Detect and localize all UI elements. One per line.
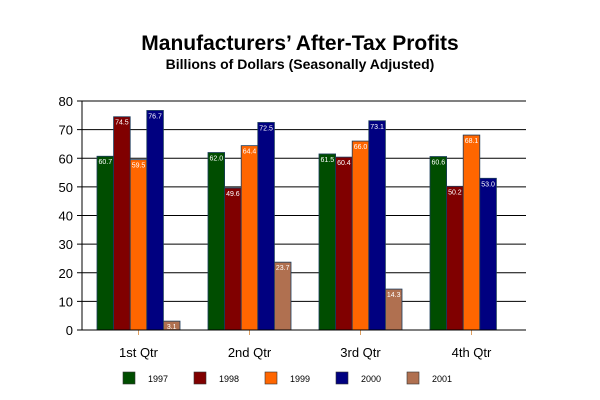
bar bbox=[207, 152, 226, 331]
data-label: 59.5 bbox=[132, 163, 146, 170]
y-tick-label: 50 bbox=[59, 180, 73, 195]
legend-label: 2001 bbox=[432, 374, 452, 384]
legend-swatch bbox=[122, 371, 136, 385]
bar bbox=[479, 177, 497, 331]
data-label: 14.3 bbox=[387, 292, 401, 299]
y-tick-label: 40 bbox=[59, 209, 73, 224]
chart-title: Manufacturers’ After-Tax Profits bbox=[141, 32, 459, 55]
legend: 1997 1998 1999 2000 2001 bbox=[122, 371, 452, 385]
legend-label: 2000 bbox=[361, 374, 381, 384]
data-label: 72.5 bbox=[259, 125, 273, 132]
bar bbox=[240, 145, 259, 331]
bar bbox=[273, 261, 292, 331]
data-label: 50.2 bbox=[448, 189, 462, 196]
legend-label: 1997 bbox=[148, 374, 168, 384]
bar bbox=[351, 140, 370, 331]
bar bbox=[318, 153, 337, 331]
legend-swatch bbox=[335, 371, 349, 385]
data-label: 3.1 bbox=[167, 324, 177, 331]
data-label: 62.0 bbox=[209, 156, 223, 163]
y-tick-label: 0 bbox=[66, 323, 73, 338]
x-tick-label: 1st Qtr bbox=[119, 345, 159, 360]
bar bbox=[146, 110, 164, 331]
y-tick-label: 70 bbox=[59, 123, 73, 138]
bar bbox=[429, 156, 448, 331]
bar bbox=[368, 120, 386, 331]
data-label: 23.7 bbox=[276, 265, 290, 272]
bar bbox=[224, 187, 242, 331]
bar bbox=[257, 122, 275, 331]
data-label: 68.1 bbox=[465, 138, 479, 145]
legend-label: 1999 bbox=[290, 374, 310, 384]
bars: 60.7 74.5 59.5 76.7 3.1 62.0 49.6 64.4 72.5 23.7 6… bbox=[96, 110, 497, 331]
data-label: 60.4 bbox=[337, 160, 351, 167]
data-label: 76.7 bbox=[148, 113, 162, 120]
data-label: 53.0 bbox=[481, 181, 495, 188]
bar bbox=[462, 134, 481, 331]
data-label: 60.6 bbox=[431, 160, 445, 167]
legend-swatch bbox=[193, 371, 207, 385]
y-tick-label: 80 bbox=[59, 94, 73, 109]
y-tick-label: 30 bbox=[59, 237, 73, 252]
data-label: 64.4 bbox=[243, 149, 257, 156]
legend-label: 1998 bbox=[219, 374, 239, 384]
legend-swatch bbox=[264, 371, 278, 385]
y-tick-label: 60 bbox=[59, 151, 73, 166]
y-axis: 0 10 20 30 40 50 60 70 80 bbox=[59, 94, 83, 338]
y-tick-label: 20 bbox=[59, 266, 73, 281]
bar bbox=[446, 185, 464, 331]
bar bbox=[96, 155, 115, 331]
data-label: 73.1 bbox=[370, 124, 384, 131]
x-tick-label: 3rd Qtr bbox=[340, 345, 381, 360]
data-label: 49.6 bbox=[226, 191, 240, 198]
bar bbox=[113, 116, 131, 331]
data-label: 61.5 bbox=[320, 157, 334, 164]
x-axis: 1st Qtr 2nd Qtr 3rd Qtr 4th Qtr bbox=[82, 329, 526, 360]
data-label: 66.0 bbox=[354, 144, 368, 151]
legend-swatch bbox=[406, 371, 420, 385]
x-tick-label: 4th Qtr bbox=[452, 345, 492, 360]
data-label: 74.5 bbox=[115, 120, 129, 127]
bar bbox=[129, 159, 148, 331]
bar bbox=[335, 156, 353, 331]
x-tick-label: 2nd Qtr bbox=[228, 345, 272, 360]
y-tick-label: 10 bbox=[59, 294, 73, 309]
chart-subtitle: Billions of Dollars (Seasonally Adjusted… bbox=[165, 56, 435, 72]
data-label: 60.7 bbox=[98, 159, 112, 166]
